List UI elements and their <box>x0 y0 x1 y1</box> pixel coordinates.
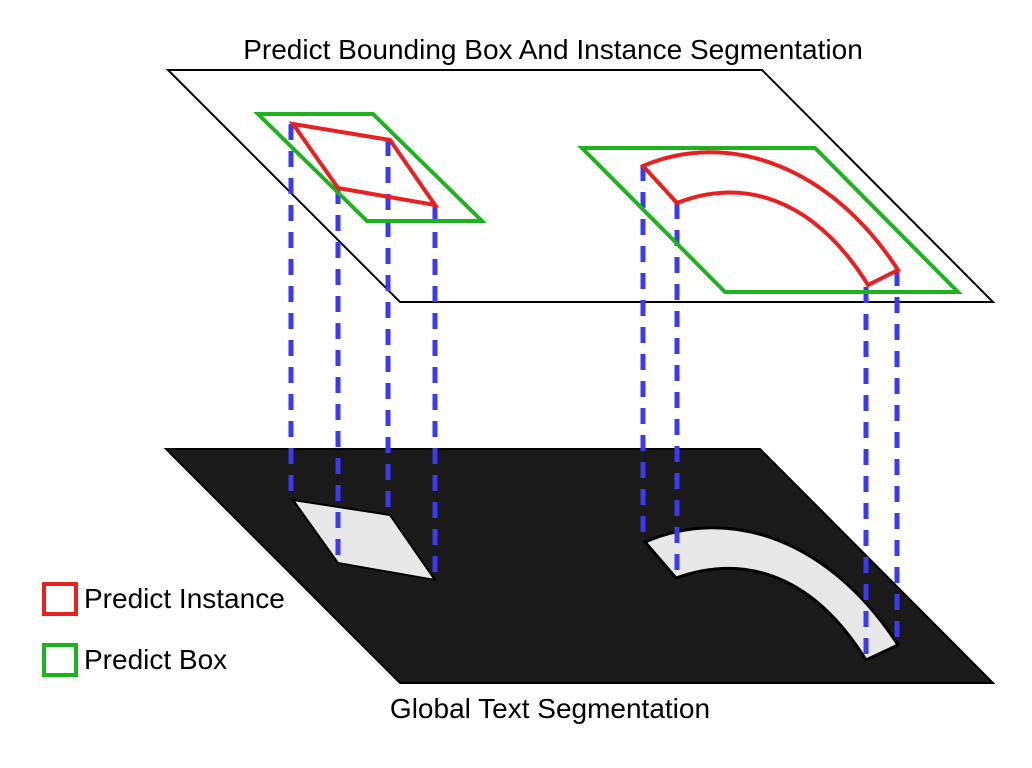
segmentation-plane <box>163 448 996 684</box>
bottom-plane-title: Global Text Segmentation <box>389 693 711 724</box>
segmentation-region-left <box>290 498 438 582</box>
instance-swatch <box>42 582 78 616</box>
legend-instance-label: Predict Instance <box>84 583 285 614</box>
top-plane-title: Predict Bounding Box And Instance Segmen… <box>243 34 863 65</box>
legend-box: Predict Box <box>42 643 227 677</box>
box-swatch <box>42 643 78 677</box>
predict-box-right <box>577 146 963 294</box>
predict-box-left <box>253 112 487 223</box>
predict-instance-left <box>288 121 440 208</box>
legend-instance: Predict Instance <box>42 582 285 616</box>
segmentation-region-right <box>642 526 901 662</box>
prediction-plane <box>165 69 996 303</box>
predict-instance-right <box>639 150 901 288</box>
projection-lines <box>288 124 900 660</box>
legend-box-label: Predict Box <box>84 644 228 675</box>
